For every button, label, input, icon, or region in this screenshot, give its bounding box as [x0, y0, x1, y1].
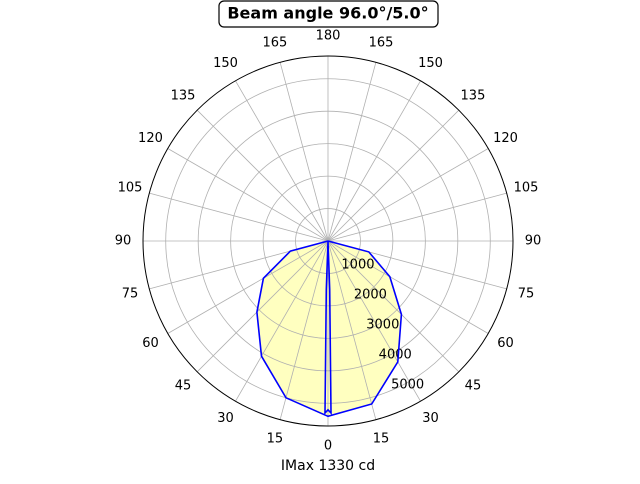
angle-tick-label: 75	[518, 287, 535, 302]
angle-tick-label: 150	[418, 56, 443, 71]
grid-spoke	[235, 240, 329, 402]
angle-tick-label: 15	[373, 432, 390, 447]
angle-tick-label: 30	[217, 411, 234, 426]
x-axis-label: IMax 1330 cd	[281, 458, 375, 474]
series-line	[256, 240, 403, 418]
grid-spoke	[327, 240, 421, 402]
grid-spoke	[279, 240, 329, 420]
angle-tick-label: 0	[324, 439, 332, 454]
grid-spoke	[279, 62, 329, 242]
grid-spoke	[327, 62, 377, 242]
angle-tick-label: 120	[493, 131, 518, 146]
radial-tick-label: 3000	[366, 317, 399, 332]
angle-tick-label: 30	[422, 411, 439, 426]
angle-tick-label: 105	[118, 180, 143, 195]
grid-spoke	[327, 240, 377, 420]
angle-tick-label: 90	[525, 234, 542, 249]
grid-spoke	[167, 240, 329, 334]
angle-tick-label: 180	[316, 29, 341, 44]
angle-tick-label: 60	[142, 336, 159, 351]
angle-tick-label: 45	[465, 378, 482, 393]
grid-spoke	[235, 80, 329, 242]
grid-spoke	[327, 80, 421, 242]
grid-spoke	[327, 109, 460, 242]
radial-tick-label: 1000	[341, 257, 374, 272]
grid-spoke	[196, 109, 329, 242]
angle-tick-label: 135	[461, 89, 486, 104]
radial-tick-label: 4000	[379, 347, 412, 362]
angle-tick-label: 150	[213, 56, 238, 71]
angle-tick-label: 105	[514, 180, 539, 195]
angle-tick-label: 45	[175, 378, 192, 393]
angle-tick-label: 165	[263, 35, 288, 50]
angle-tick-label: 60	[497, 336, 514, 351]
series-line	[324, 240, 332, 416]
grid-spoke	[327, 192, 507, 242]
grid-spoke	[167, 148, 329, 242]
grid-spoke	[327, 240, 489, 334]
angle-tick-label: 120	[138, 131, 163, 146]
chart-title: Beam angle 96.0°/5.0°	[227, 4, 428, 23]
angle-tick-label: 165	[369, 35, 394, 50]
angle-tick-label: 15	[267, 432, 284, 447]
angle-tick-label: 135	[171, 89, 196, 104]
polar-frame	[142, 55, 514, 427]
grid-spoke	[196, 240, 329, 373]
radial-tick-label: 5000	[391, 377, 424, 392]
angle-tick-label: 90	[115, 234, 132, 249]
angle-tick-label: 75	[122, 287, 139, 302]
title-box	[218, 0, 439, 28]
radial-tick-label: 2000	[354, 287, 387, 302]
grid-spoke	[149, 192, 329, 242]
grid-spoke	[327, 240, 460, 373]
grid-spoke	[327, 148, 489, 242]
